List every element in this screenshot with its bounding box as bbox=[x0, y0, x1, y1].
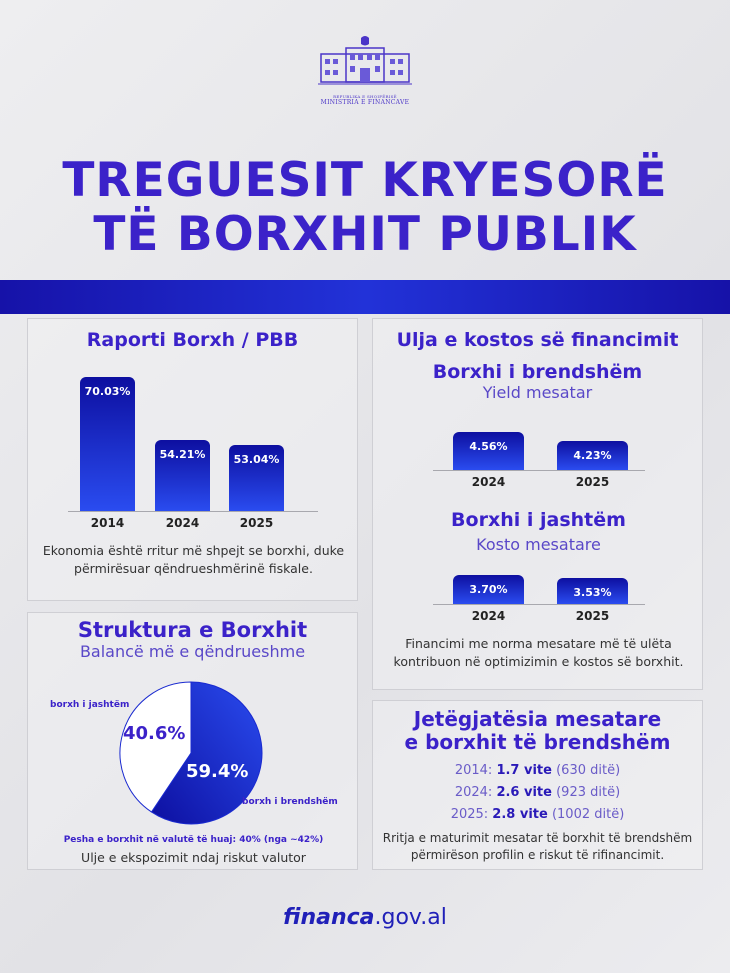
external-subtitle: Kosto mesatare bbox=[476, 535, 601, 554]
internal-subtitle: Yield mesatar bbox=[482, 383, 593, 402]
maturity-title-2: e borxhit të brendshëm bbox=[404, 730, 671, 754]
year-label: 2025 bbox=[575, 475, 610, 489]
page-title-line1: TREGUESIT KRYESORË bbox=[62, 153, 668, 208]
cost-caption: Financimi me norma mesatare më të ulëta … bbox=[393, 636, 684, 669]
bar-2024: 54.21% bbox=[155, 440, 210, 511]
structure-title: Struktura e Borxhit bbox=[77, 618, 308, 642]
cost-title: Ulja e kostos së financimit bbox=[396, 329, 679, 351]
page-title-line2: TË BORXHIT PUBLIK bbox=[93, 207, 637, 262]
maturity-value: 2.8 vite bbox=[492, 807, 548, 822]
maturity-year: 2014: bbox=[454, 763, 493, 778]
debt-structure-pie bbox=[119, 681, 263, 825]
maturity-panel: Jetëgjatësia mesatare e borxhit të brend… bbox=[372, 700, 703, 870]
debt-gdp-panel: Raporti Borxh / PBB 70.03% 2014 54.21% 2024… bbox=[27, 318, 358, 601]
bar-2024: 3.70% bbox=[453, 574, 524, 604]
maturity-days: (923 ditë) bbox=[556, 785, 621, 800]
footer-domain: .gov.al bbox=[374, 905, 447, 930]
maturity-caption: Rritja e maturimit mesatar të borxhit të… bbox=[382, 831, 693, 862]
financing-cost-panel: Ulja e kostos së financimit Borxhi i bre… bbox=[372, 318, 703, 690]
debt-structure-panel: Struktura e Borxhit Balancë më e qëndrue… bbox=[27, 612, 358, 870]
debt-gdp-title: Raporti Borxh / PBB bbox=[86, 329, 299, 351]
ministry-logo: REPUBLIKA E SHQIPËRISË MINISTRIA E FINAN… bbox=[318, 34, 412, 106]
maturity-row: 2024: 2.6 vite (923 ditë) bbox=[373, 782, 702, 804]
internal-title: Borxhi i brendshëm bbox=[432, 361, 643, 383]
maturity-row: 2014: 1.7 vite (630 ditë) bbox=[373, 760, 702, 782]
legend-internal: borxh i brendshëm bbox=[242, 797, 338, 807]
fx-note: Pesha e borxhit në valutë të huaj: 40% (… bbox=[63, 835, 324, 845]
bar-2014: 70.03% bbox=[80, 377, 135, 511]
maturity-value: 1.7 vite bbox=[496, 763, 552, 778]
maturity-days: (1002 ditë) bbox=[551, 807, 625, 822]
year-label: 2024 bbox=[471, 609, 506, 623]
maturity-row: 2025: 2.8 vite (1002 ditë) bbox=[373, 804, 702, 826]
year-label: 2024 bbox=[165, 516, 200, 530]
year-label: 2025 bbox=[239, 516, 274, 530]
building-icon bbox=[318, 36, 412, 85]
structure-caption: Ulje e ekspozimit ndaj riskut valutor bbox=[81, 850, 306, 865]
footer-website[interactable]: financa.gov.al bbox=[0, 905, 730, 930]
external-title: Borxhi i jashtëm bbox=[451, 509, 626, 531]
year-label: 2024 bbox=[471, 475, 506, 489]
legend-external: borxh i jashtëm bbox=[50, 700, 130, 710]
bar-2025: 4.23% bbox=[557, 441, 628, 470]
bar-2025: 53.04% bbox=[229, 445, 284, 511]
maturity-title-1: Jetëgjatësia mesatare bbox=[413, 707, 662, 731]
year-label: 2025 bbox=[575, 609, 610, 623]
pie-label-external: 40.6% bbox=[123, 723, 186, 744]
year-label: 2014 bbox=[90, 516, 125, 530]
maturity-year: 2024: bbox=[454, 785, 493, 800]
structure-subtitle: Balancë më e qëndrueshme bbox=[79, 642, 306, 661]
maturity-value: 2.6 vite bbox=[496, 785, 552, 800]
pie-label-internal: 59.4% bbox=[186, 761, 249, 782]
footer-bold: financa bbox=[283, 905, 375, 930]
maturity-days: (630 ditë) bbox=[556, 763, 621, 778]
bar-2024: 4.56% bbox=[453, 432, 524, 470]
logo-text: MINISTRIA E FINANCAVE bbox=[320, 99, 410, 106]
pie-slice-1 bbox=[119, 681, 192, 813]
debt-gdp-caption: Ekonomia është rritur më shpejt se borxh… bbox=[42, 543, 345, 576]
bar-2025: 3.53% bbox=[557, 578, 628, 604]
maturity-year: 2025: bbox=[450, 807, 489, 822]
pie-slice-0 bbox=[150, 681, 263, 825]
header-band bbox=[0, 280, 730, 314]
logo-subtext: REPUBLIKA E SHQIPËRISË bbox=[333, 94, 397, 99]
